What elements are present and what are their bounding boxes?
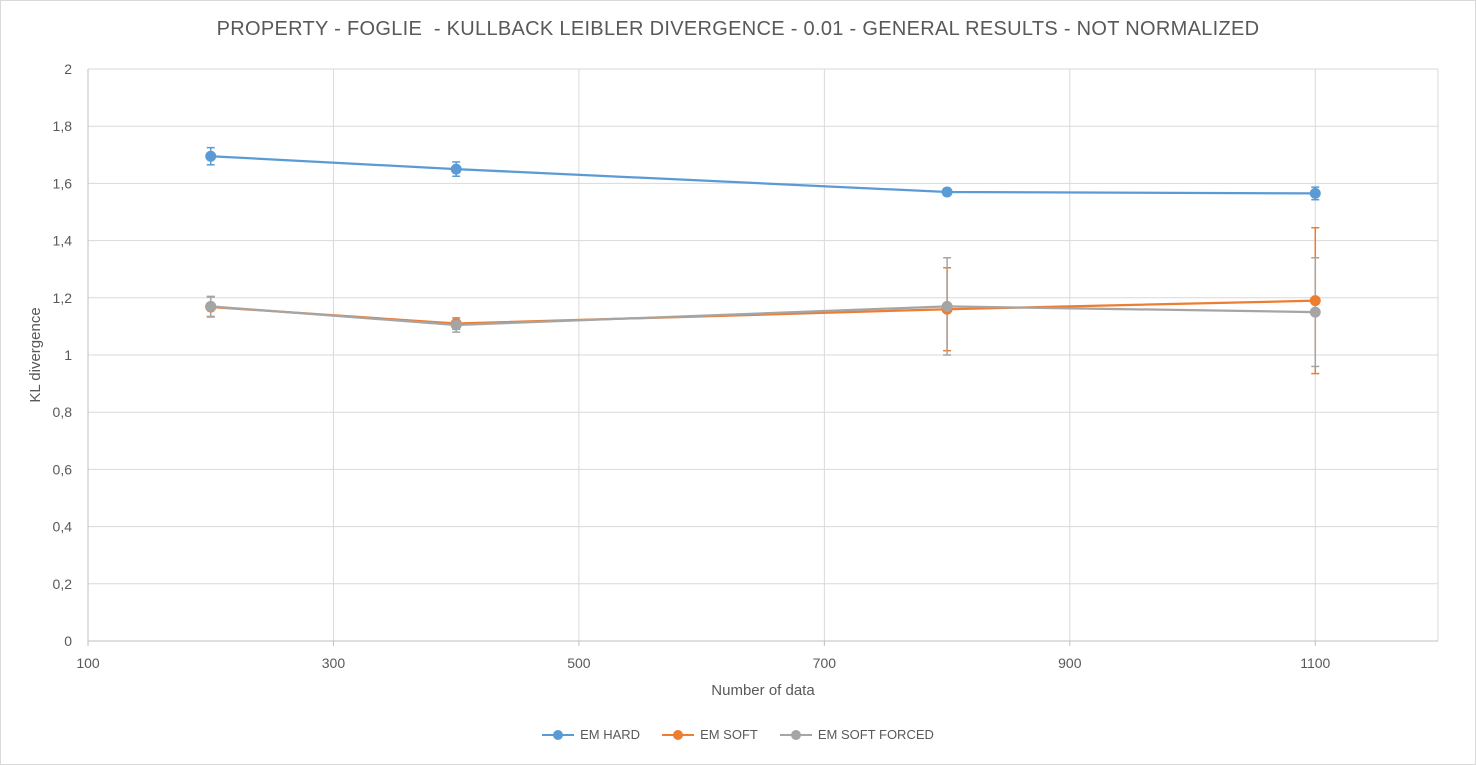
data-point-em-soft-forced xyxy=(205,300,217,312)
x-tick-label: 500 xyxy=(567,655,591,671)
x-tick-label: 100 xyxy=(76,655,100,671)
y-tick-label: 1,6 xyxy=(53,175,73,191)
legend-label: EM SOFT FORCED xyxy=(817,727,934,742)
legend-marker xyxy=(790,729,801,740)
legend-swatch xyxy=(662,729,695,741)
series-line-em-soft-forced xyxy=(210,305,1316,327)
x-tick-label: 700 xyxy=(813,655,837,671)
y-tick-label: 2 xyxy=(64,61,72,77)
x-axis-title: Number of data xyxy=(711,682,815,699)
data-point-em-soft-forced xyxy=(450,319,462,331)
data-point-em-hard xyxy=(1309,187,1321,199)
y-tick-label: 1 xyxy=(64,347,72,363)
series-line-em-soft xyxy=(210,299,1316,325)
y-tick-label: 0,6 xyxy=(53,461,73,477)
x-tick-label: 1100 xyxy=(1300,655,1330,671)
chart-legend: EM HARD EM SOFT EM SOFT FORCED xyxy=(0,727,1476,742)
legend-item-em-hard: EM HARD xyxy=(542,727,640,742)
axis-layer: 0 0,2 0,4 0,6 0,8 1 1,2 1,4 1,6 1,8 2 100 300 500 700 9… xyxy=(53,61,1438,671)
y-tick-label: 1,2 xyxy=(53,290,73,306)
legend-label: EM HARD xyxy=(580,727,641,742)
legend-marker xyxy=(553,729,564,740)
data-point-em-soft xyxy=(1309,295,1321,307)
series-line-em-hard xyxy=(210,155,1316,195)
y-tick-label: 0 xyxy=(64,633,72,649)
y-tick-label: 1,8 xyxy=(53,118,73,134)
data-point-em-hard xyxy=(450,163,462,175)
y-axis-title: KL divergence xyxy=(27,307,44,402)
legend-marker xyxy=(673,729,684,740)
data-point-em-soft-forced xyxy=(1309,306,1321,318)
error-bars-em-soft-forced xyxy=(206,257,1320,368)
y-tick-label: 0,8 xyxy=(53,404,73,420)
series-layer xyxy=(205,146,1321,375)
data-point-em-hard xyxy=(205,150,217,162)
x-tick-label: 900 xyxy=(1058,655,1082,671)
legend-swatch xyxy=(542,729,575,741)
y-tick-label: 0,4 xyxy=(53,519,73,535)
y-tick-label: 1,4 xyxy=(53,233,73,249)
legend-item-em-soft: EM SOFT xyxy=(662,727,758,742)
legend-swatch xyxy=(779,729,812,741)
data-point-em-hard xyxy=(941,186,953,198)
x-tick-label: 300 xyxy=(322,655,346,671)
data-point-em-soft-forced xyxy=(941,300,953,312)
error-bars-em-soft xyxy=(206,226,1320,375)
chart-title: PROPERTY - FOGLIE - KULLBACK LEIBLER DIV… xyxy=(216,18,1260,40)
grid-layer xyxy=(88,68,1439,641)
legend-item-em-soft-forced: EM SOFT FORCED xyxy=(779,727,934,742)
legend-label: EM SOFT xyxy=(700,727,758,742)
y-tick-label: 0,2 xyxy=(53,576,73,592)
